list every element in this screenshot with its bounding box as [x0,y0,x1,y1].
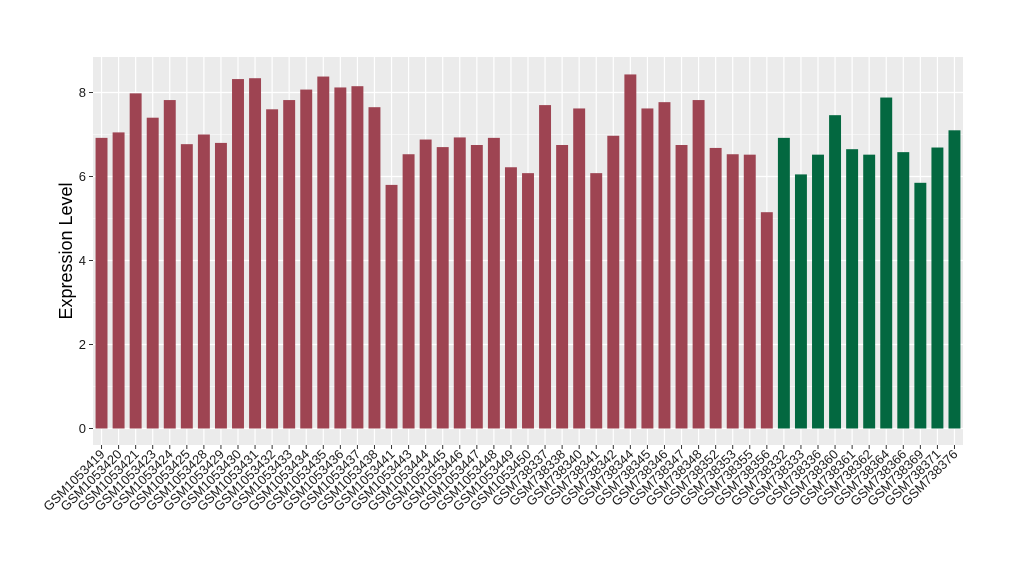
bar-GSM1053421 [130,93,142,428]
bar-GSM1053444 [420,140,432,429]
bar-GSM738366 [897,152,909,428]
bar-GSM738333 [795,174,807,428]
bar-GSM738371 [931,148,943,429]
bar-GSM738340 [573,108,585,428]
bar-GSM1053419 [96,138,108,429]
bar-GSM1053443 [403,154,415,428]
y-tick-label: 2 [79,337,86,352]
y-tick-label: 4 [79,253,86,268]
bar-GSM1053448 [488,138,500,429]
bar-GSM738353 [727,154,739,428]
x-axis: GSM1053419GSM1053420GSM1053421GSM1053423… [40,445,960,514]
bar-GSM738356 [761,212,773,428]
bar-GSM738364 [880,98,892,429]
bar-GSM738336 [812,155,824,429]
bar-GSM1053445 [437,147,449,428]
bar-GSM1053423 [147,118,159,429]
bar-GSM1053438 [369,107,381,428]
bar-GSM738352 [710,148,722,429]
bar-GSM1053450 [522,173,534,428]
bar-GSM1053425 [181,144,193,428]
bar-GSM1053435 [317,77,329,429]
bar-GSM738369 [914,183,926,429]
bar-GSM738362 [863,155,875,429]
bar-GSM738337 [539,105,551,428]
y-tick-label: 8 [79,85,86,100]
bar-GSM1053449 [505,167,517,428]
bar-GSM1053430 [232,79,244,428]
bar-GSM738344 [624,74,636,428]
bar-GSM1053432 [266,109,278,428]
bar-GSM1053428 [198,135,210,429]
bar-GSM1053433 [283,100,295,428]
bar-GSM738360 [829,115,841,428]
bar-GSM1053436 [334,87,346,428]
bar-GSM738361 [846,149,858,428]
bar-GSM1053437 [351,86,363,428]
bar-GSM1053429 [215,143,227,429]
bar-GSM738341 [590,173,602,428]
bar-GSM1053424 [164,100,176,428]
bar-GSM738348 [693,100,705,428]
bar-GSM1053431 [249,78,261,428]
bar-GSM738376 [949,130,961,428]
bar-GSM1053434 [300,90,312,429]
bar-GSM738347 [676,145,688,429]
bar-GSM1053441 [386,185,398,429]
bar-GSM1053446 [454,137,466,428]
bar-GSM738332 [778,138,790,429]
bar-GSM738338 [556,145,568,429]
y-axis: 0 2 4 6 8 [79,85,93,436]
y-tick-label: 0 [79,421,86,436]
bar-GSM1053420 [113,132,125,428]
y-tick-label: 6 [79,169,86,184]
bar-GSM1053447 [471,145,483,429]
bar-GSM738355 [744,155,756,429]
y-axis-title: Expression Level [56,182,76,319]
bar-GSM738346 [659,102,671,428]
bar-GSM738342 [607,136,619,429]
bar-GSM738345 [641,108,653,428]
